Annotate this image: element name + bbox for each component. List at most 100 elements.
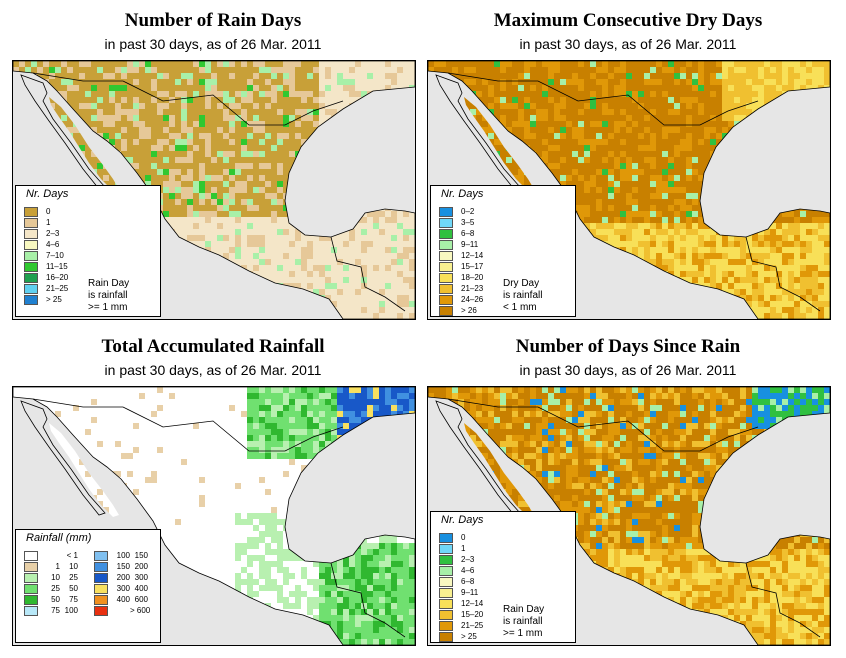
legend-swatch bbox=[94, 594, 108, 605]
legend-swatch bbox=[439, 543, 453, 554]
legend-swatch bbox=[439, 261, 453, 272]
panel-subtitle: in past 30 days, as of 26 Mar. 2011 bbox=[104, 362, 322, 378]
gulf-of-california bbox=[20, 400, 106, 516]
legend-label: 400 600 bbox=[116, 595, 148, 604]
us-mexico-border bbox=[32, 72, 344, 126]
panel-title: Number of Rain Days bbox=[124, 10, 302, 31]
legend-range-high: 10 bbox=[69, 562, 78, 571]
legend-range-low: 200 bbox=[116, 573, 130, 582]
central-america-border bbox=[745, 562, 821, 638]
legend-swatch bbox=[24, 239, 38, 250]
legend-range-high: 25 bbox=[69, 573, 78, 582]
coastline bbox=[428, 387, 830, 645]
legend-label: 0 bbox=[461, 533, 466, 542]
legend-rows: 0 1 2–3 4–6 7–10 11–15 16–20 21–25 > 25 bbox=[16, 206, 68, 305]
panel-title: Number of Days Since Rain bbox=[515, 336, 741, 357]
legend-swatch bbox=[24, 228, 38, 239]
map-rainfall: Rainfall (mm) < 1 1 10 10 25 25 50 50 75 75 100 10… bbox=[12, 386, 416, 646]
legend-rows: 0–2 3–5 6–8 9–11 12–14 15–17 18–20 21–23 24–26 > … bbox=[431, 206, 483, 316]
legend-label: < 1 bbox=[46, 551, 78, 560]
legend-label: 15–20 bbox=[461, 610, 484, 619]
legend-swatch bbox=[24, 272, 38, 283]
panel-subtitle: in past 30 days, as of 26 Mar. 2011 bbox=[519, 36, 737, 52]
legend-range-low: 75 bbox=[51, 606, 60, 615]
legend-label: 75 100 bbox=[46, 606, 78, 615]
legend-item: 0 bbox=[431, 532, 483, 543]
legend-item: 3–5 bbox=[431, 217, 483, 228]
legend-swatch bbox=[24, 283, 38, 294]
legend-item: 4–6 bbox=[431, 565, 483, 576]
coastline bbox=[13, 387, 415, 645]
legend-range-low: 100 bbox=[116, 551, 130, 560]
legend-rainfall: Rainfall (mm) < 1 1 10 10 25 25 50 50 75 75 100 10… bbox=[15, 529, 161, 643]
map-rain-days: Nr. Days 0 1 2–3 4–6 7–10 11–15 16–20 21–25 > 25… bbox=[12, 60, 416, 320]
legend-label: 16–20 bbox=[46, 273, 69, 282]
legend-swatch bbox=[24, 294, 38, 305]
legend-item: 300 400 bbox=[86, 583, 148, 594]
legend-item: > 25 bbox=[431, 631, 483, 642]
panel-title: Total Accumulated Rainfall bbox=[101, 336, 325, 357]
coastline bbox=[428, 61, 830, 319]
legend-title: Nr. Days bbox=[441, 188, 484, 200]
map-dry-days: Nr. Days 0–2 3–5 6–8 9–11 12–14 15–17 18–20 21–… bbox=[427, 60, 831, 320]
legend-item: 75 100 bbox=[16, 605, 78, 616]
legend-item: 2–3 bbox=[16, 228, 68, 239]
legend-swatch bbox=[439, 206, 453, 217]
legend-note-line: >= 1 mm bbox=[503, 628, 543, 639]
legend-swatch bbox=[94, 605, 108, 616]
panel-dry-days: Maximum Consecutive Dry Days in past 30 … bbox=[423, 4, 833, 326]
legend-item: 0–2 bbox=[431, 206, 483, 217]
legend-label: 18–20 bbox=[461, 273, 484, 282]
legend-note: Rain Day is rainfall >= 1 mm bbox=[88, 278, 129, 314]
legend-item: 24–26 bbox=[431, 294, 483, 305]
legend-rain-days: Nr. Days 0 1 2–3 4–6 7–10 11–15 16–20 21–25 > 25… bbox=[15, 185, 161, 317]
legend-item: < 1 bbox=[16, 550, 78, 561]
legend-label: 12–14 bbox=[461, 599, 484, 608]
legend-label: 100 150 bbox=[116, 551, 148, 560]
legend-swatch bbox=[94, 561, 108, 572]
legend-swatch bbox=[24, 217, 38, 228]
legend-note: Rain Day is rainfall >= 1 mm bbox=[503, 604, 544, 640]
legend-note-line: < 1 mm bbox=[503, 302, 537, 313]
legend-item: 21–25 bbox=[16, 283, 68, 294]
legend-swatch bbox=[94, 550, 108, 561]
legend-item: > 25 bbox=[16, 294, 68, 305]
legend-label: 2–3 bbox=[461, 555, 475, 564]
legend-range-low: 400 bbox=[116, 595, 130, 604]
legend-swatch bbox=[439, 305, 453, 316]
legend-label: 0–2 bbox=[461, 207, 475, 216]
legend-note-line: >= 1 mm bbox=[88, 302, 128, 313]
legend-label: 24–26 bbox=[461, 295, 484, 304]
legend-swatch bbox=[94, 583, 108, 594]
legend-swatch bbox=[439, 631, 453, 642]
legend-col-right: 100 150 150 200 200 300 300 400 400 600 > 600 bbox=[86, 550, 150, 616]
legend-item: 0 bbox=[16, 206, 68, 217]
legend-swatch bbox=[24, 206, 38, 217]
legend-range-high: 100 bbox=[64, 606, 78, 615]
legend-item: 4–6 bbox=[16, 239, 68, 250]
legend-swatch bbox=[24, 550, 38, 561]
legend-label: > 600 bbox=[116, 606, 150, 615]
legend-label: > 25 bbox=[461, 632, 477, 641]
coastline bbox=[13, 61, 415, 319]
legend-range-low: 300 bbox=[116, 584, 130, 593]
us-mexico-border bbox=[32, 398, 344, 452]
legend-label: 21–23 bbox=[461, 284, 484, 293]
legend-range-low: 150 bbox=[116, 562, 130, 571]
legend-item: 11–15 bbox=[16, 261, 68, 272]
legend-label: 21–25 bbox=[461, 621, 484, 630]
legend-range-high: < 1 bbox=[66, 551, 78, 560]
legend-title: Rainfall (mm) bbox=[26, 532, 92, 544]
legend-range-low: 25 bbox=[51, 584, 60, 593]
legend-item: 9–11 bbox=[431, 239, 483, 250]
legend-label: 11–15 bbox=[46, 262, 68, 271]
legend-title: Nr. Days bbox=[441, 514, 484, 526]
us-mexico-border bbox=[447, 398, 759, 452]
legend-label: 6–8 bbox=[461, 229, 475, 238]
legend-swatch bbox=[439, 217, 453, 228]
legend-dry-days: Nr. Days 0–2 3–5 6–8 9–11 12–14 15–17 18–20 21–… bbox=[430, 185, 576, 317]
legend-swatch bbox=[439, 250, 453, 261]
legend-swatch bbox=[439, 609, 453, 620]
panel-rainfall: Total Accumulated Rainfall in past 30 da… bbox=[8, 330, 418, 652]
legend-item: 6–8 bbox=[431, 228, 483, 239]
